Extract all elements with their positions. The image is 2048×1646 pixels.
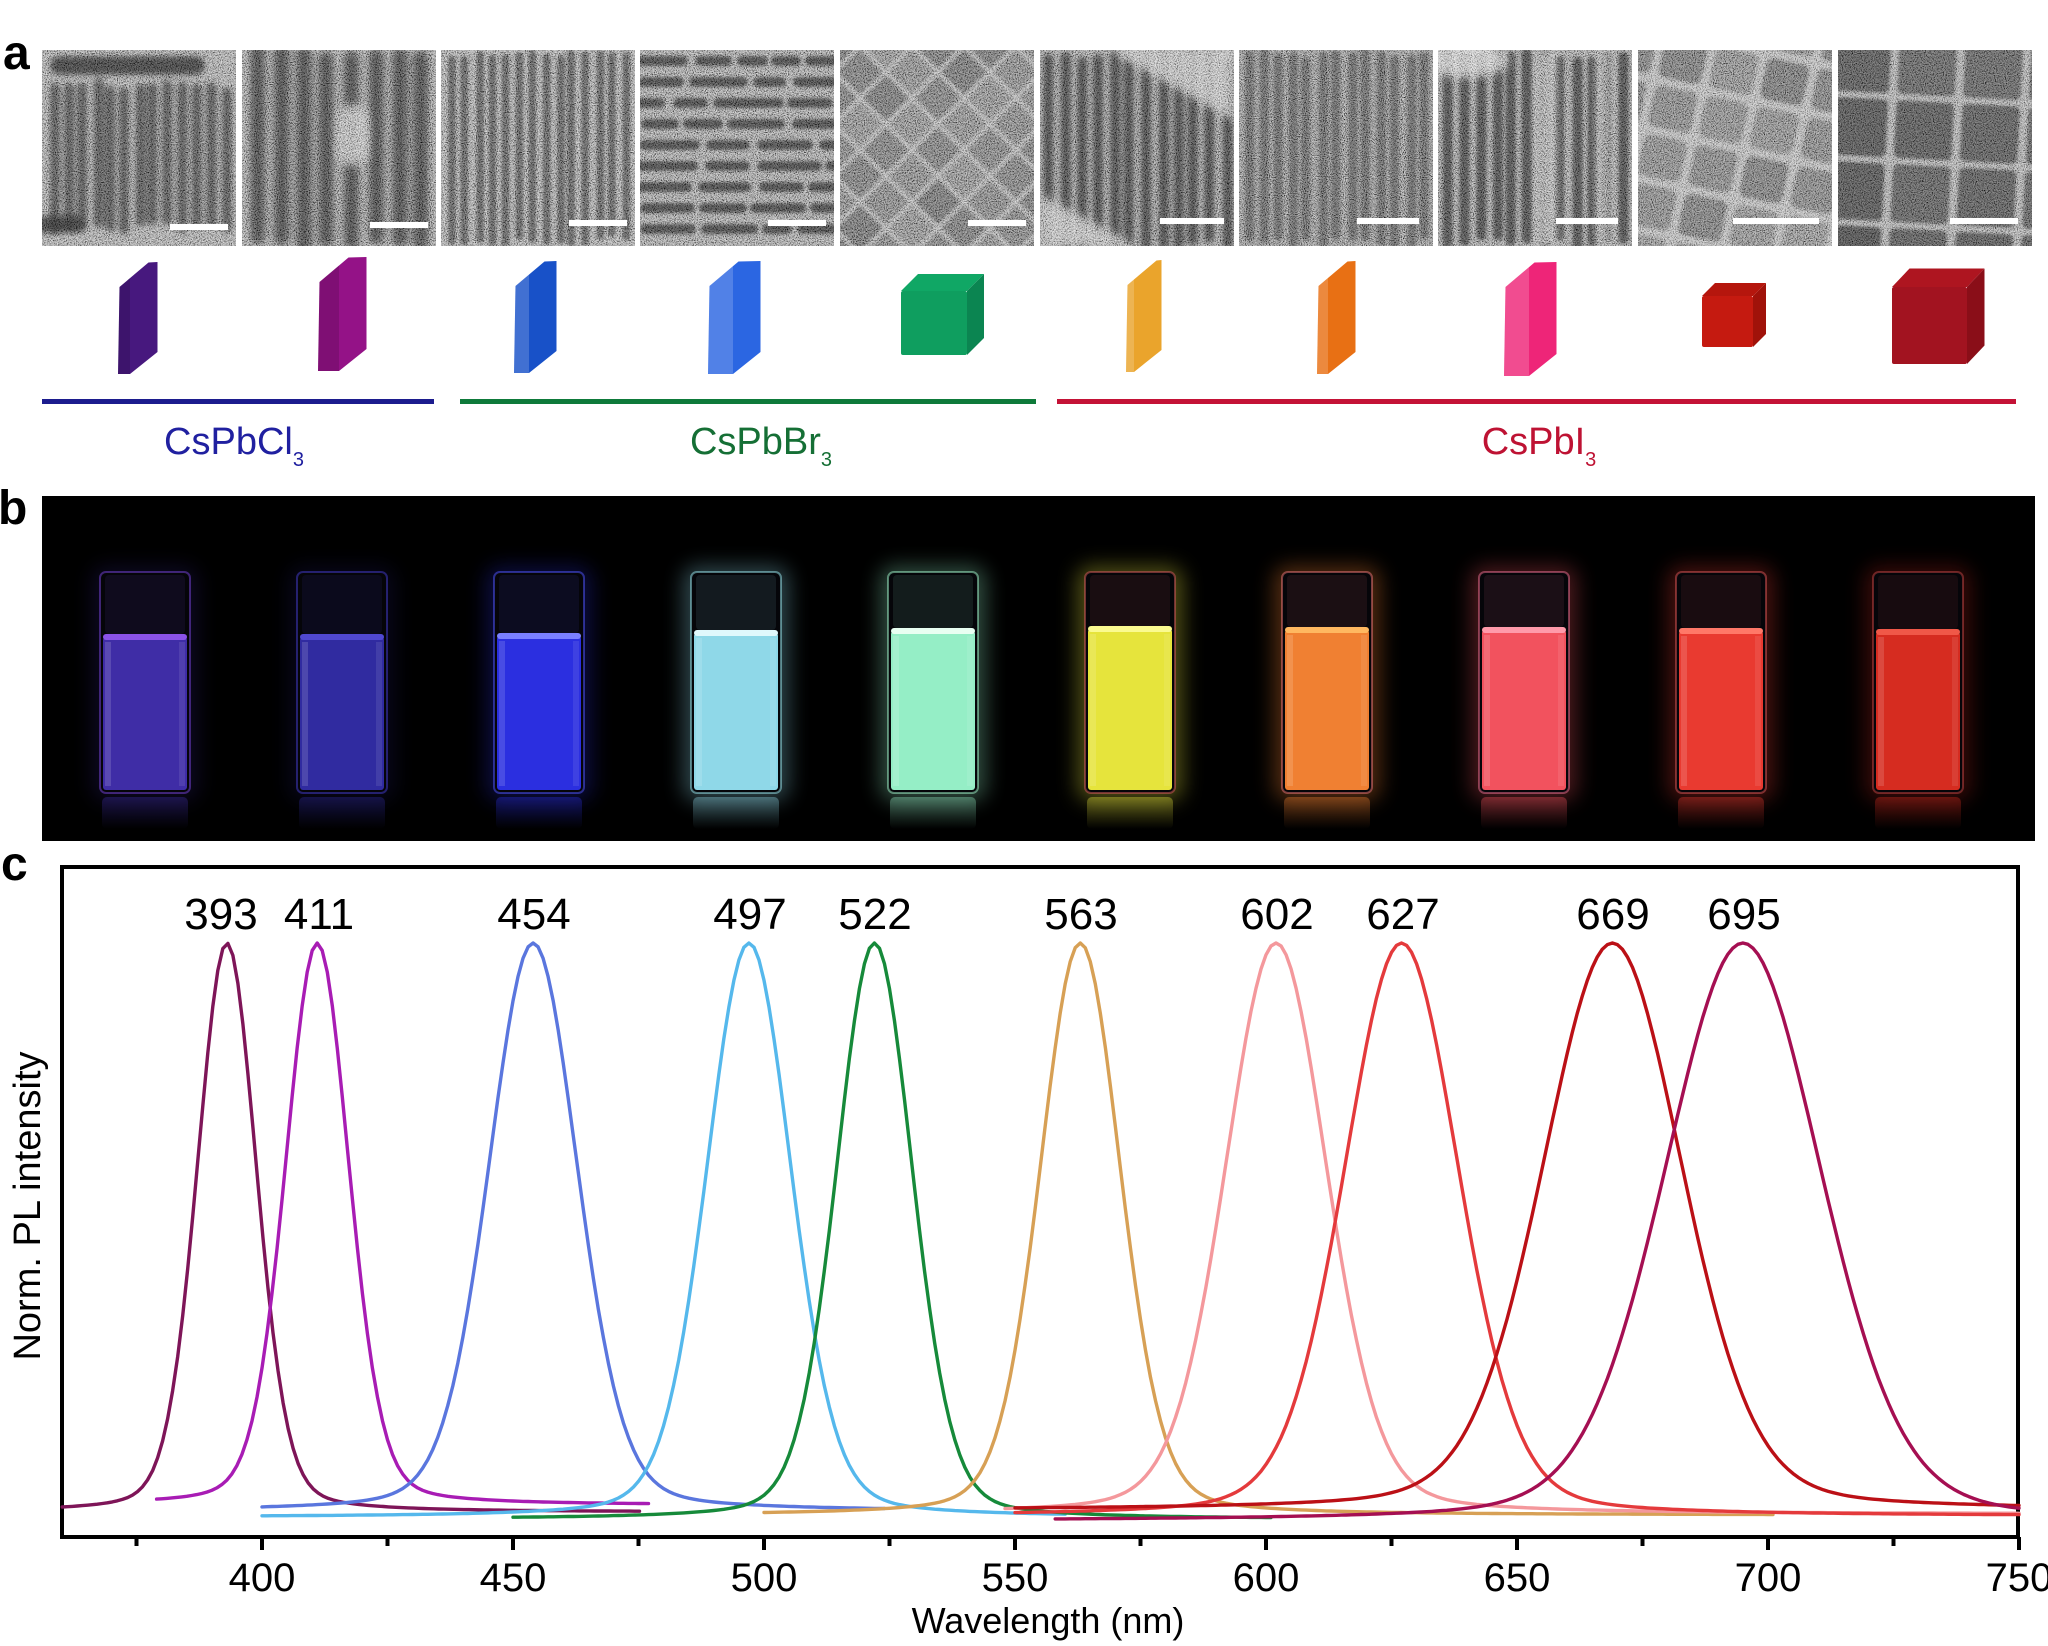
svg-text:627: 627 (1366, 890, 1439, 939)
svg-text:500: 500 (731, 1556, 798, 1600)
svg-text:Norm. PL intensity: Norm. PL intensity (7, 1051, 49, 1360)
svg-text:411: 411 (284, 890, 354, 939)
svg-text:563: 563 (1044, 890, 1117, 939)
svg-text:695: 695 (1707, 890, 1780, 939)
svg-text:400: 400 (229, 1556, 296, 1600)
svg-text:602: 602 (1240, 890, 1313, 939)
svg-text:454: 454 (497, 890, 570, 939)
svg-text:450: 450 (480, 1556, 547, 1600)
svg-text:Wavelength (nm): Wavelength (nm) (912, 1600, 1185, 1641)
svg-text:393: 393 (184, 890, 257, 939)
svg-text:750: 750 (1986, 1556, 2048, 1600)
svg-text:669: 669 (1576, 890, 1649, 939)
svg-text:550: 550 (982, 1556, 1049, 1600)
svg-text:600: 600 (1233, 1556, 1300, 1600)
svg-text:700: 700 (1735, 1556, 1802, 1600)
svg-text:650: 650 (1484, 1556, 1551, 1600)
svg-text:522: 522 (838, 890, 911, 939)
svg-text:497: 497 (713, 890, 786, 939)
